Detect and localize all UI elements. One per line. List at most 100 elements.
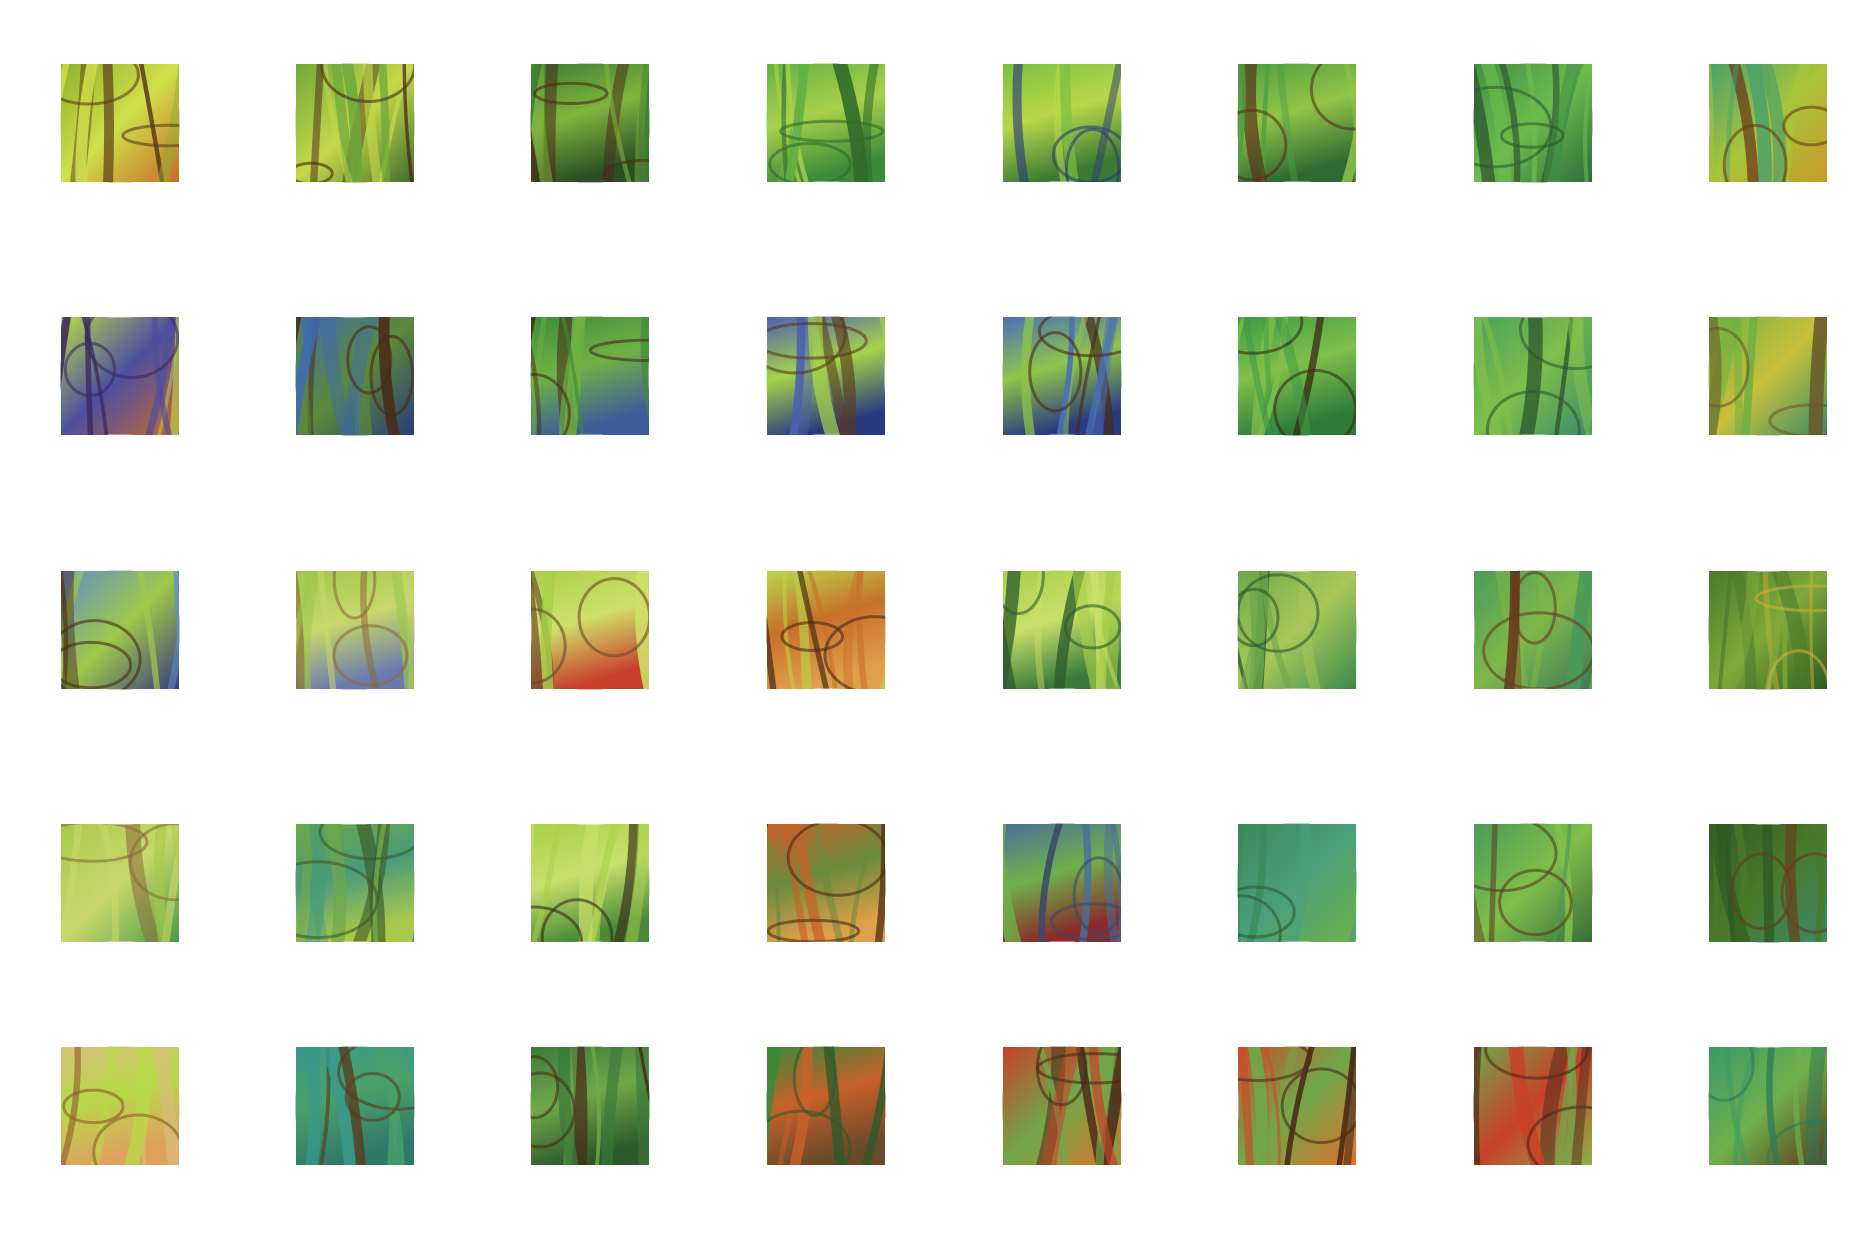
paint-stroke: [372, 824, 397, 942]
paint-stroke: [531, 824, 566, 942]
puzzle-piece-r2c6[interactable]: [1202, 277, 1356, 475]
paint-stroke: [1473, 63, 1499, 183]
puzzle-piece-r4c6[interactable]: [1201, 784, 1403, 982]
paint-stroke: [1003, 570, 1023, 689]
paint-stroke: [1191, 531, 1217, 729]
puzzle-piece-r5c5[interactable]: [1002, 1007, 1153, 1205]
paint-stroke: [1733, 1047, 1774, 1165]
puzzle-piece-r2c1[interactable]: [34, 277, 185, 475]
paint-swirl: [369, 335, 414, 417]
puzzle-piece-r2c8[interactable]: [1675, 277, 1867, 475]
puzzle-piece-r1c1[interactable]: [20, 24, 229, 222]
paint-stroke: [191, 1007, 222, 1205]
puzzle-piece-r2c3[interactable]: [498, 277, 707, 475]
paint-stroke: [1135, 24, 1151, 222]
paint-stroke: [1144, 784, 1146, 982]
paint-stroke: [1046, 316, 1075, 435]
paint-stroke: [578, 824, 609, 942]
paint-swirl: [121, 123, 180, 148]
puzzle-piece-r1c2[interactable]: [290, 24, 419, 222]
puzzle-piece-r2c5[interactable]: [981, 277, 1144, 475]
puzzle-piece-r4c3[interactable]: [485, 784, 688, 982]
puzzle-piece-r1c5[interactable]: [940, 24, 1176, 222]
paint-stroke: [1715, 64, 1760, 182]
paint-stroke: [1831, 277, 1867, 475]
puzzle-piece-r4c1[interactable]: [6, 784, 220, 982]
puzzle-piece-r4c2[interactable]: [246, 784, 443, 982]
paint-swirl: [92, 1113, 180, 1165]
puzzle-piece-r2c2[interactable]: [260, 277, 415, 475]
puzzle-piece-r1c3[interactable]: [523, 24, 691, 222]
puzzle-piece-r5c6[interactable]: [1202, 1007, 1361, 1205]
paint-stroke: [743, 1007, 761, 1205]
piece-texture: [296, 571, 415, 690]
paint-stroke: [1274, 823, 1311, 942]
puzzle-piece-r4c7[interactable]: [1447, 784, 1631, 982]
piece-texture: [295, 824, 415, 942]
paint-stroke: [1842, 24, 1853, 222]
paint-stroke: [100, 64, 115, 183]
paint-stroke: [775, 823, 817, 942]
paint-swirl: [533, 81, 609, 106]
puzzle-piece-r5c7[interactable]: [1449, 1007, 1636, 1205]
piece-texture: [1238, 1046, 1356, 1165]
paint-swirl: [62, 1088, 125, 1125]
paint-stroke: [489, 531, 508, 729]
paint-stroke: [1782, 571, 1789, 690]
paint-stroke: [1349, 823, 1357, 942]
paint-stroke: [1351, 571, 1357, 689]
puzzle-piece-r5c3[interactable]: [506, 1007, 702, 1205]
paint-swirl: [337, 1046, 415, 1111]
puzzle-piece-r3c3[interactable]: [489, 531, 702, 729]
puzzle-piece-r5c2[interactable]: [295, 1007, 465, 1205]
paint-stroke: [1610, 784, 1626, 982]
piece-texture: [1003, 570, 1121, 689]
puzzle-piece-r5c4[interactable]: [719, 1007, 892, 1205]
puzzle-piece-r1c7[interactable]: [1439, 24, 1612, 222]
puzzle-piece-r3c4[interactable]: [724, 531, 925, 729]
paint-stroke: [131, 64, 171, 183]
paint-stroke: [425, 1007, 464, 1205]
paint-stroke: [789, 570, 813, 689]
paint-stroke: [356, 317, 383, 436]
paint-stroke: [1238, 571, 1265, 689]
paint-stroke: [531, 570, 545, 690]
paint-swirl: [786, 823, 886, 897]
puzzle-piece-r1c6[interactable]: [1218, 24, 1407, 222]
puzzle-piece-r3c2[interactable]: [284, 531, 471, 729]
paint-stroke: [551, 316, 588, 435]
paint-stroke: [869, 823, 886, 942]
paint-stroke: [1038, 823, 1078, 942]
puzzle-piece-r4c4[interactable]: [732, 784, 933, 982]
puzzle-piece-r5c1[interactable]: [25, 1007, 222, 1205]
puzzle-piece-r3c7[interactable]: [1410, 531, 1625, 729]
puzzle-piece-r2c7[interactable]: [1453, 277, 1632, 475]
puzzle-piece-r1c8[interactable]: [1667, 24, 1853, 222]
paint-stroke: [309, 1046, 360, 1165]
puzzle-piece-r4c8[interactable]: [1666, 784, 1866, 982]
piece-texture: [1482, 570, 1592, 689]
paint-stroke: [1473, 317, 1474, 435]
puzzle-piece-r3c1[interactable]: [1, 531, 197, 729]
paint-swirl: [1768, 403, 1827, 436]
puzzle-piece-r5c8[interactable]: [1641, 1007, 1872, 1205]
puzzle-piece-r3c8[interactable]: [1648, 531, 1871, 729]
paint-stroke: [601, 1046, 630, 1165]
paint-stroke: [378, 317, 410, 436]
paint-stroke: [1762, 571, 1789, 690]
paint-stroke: [1377, 24, 1399, 222]
paint-stroke: [1238, 1046, 1269, 1165]
puzzle-piece-r3c5[interactable]: [985, 531, 1137, 729]
paint-swirl: [1003, 570, 1045, 615]
paint-stroke: [557, 1046, 587, 1165]
puzzle-piece-r3c6[interactable]: [1191, 531, 1379, 729]
piece-shape: [1237, 823, 1357, 942]
paint-stroke: [1090, 316, 1122, 435]
paint-stroke: [807, 316, 854, 435]
paint-swirl: [1708, 327, 1750, 408]
puzzle-piece-r4c5[interactable]: [997, 784, 1160, 982]
paint-stroke: [7, 531, 34, 729]
puzzle-piece-r2c4[interactable]: [740, 277, 915, 475]
puzzle-piece-r1c4[interactable]: [744, 24, 938, 222]
